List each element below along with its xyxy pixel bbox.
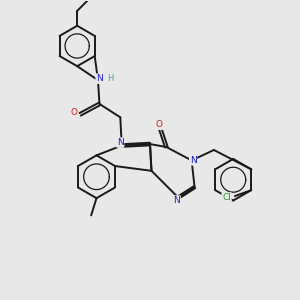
Text: N: N (173, 196, 180, 205)
Text: N: N (96, 74, 103, 83)
Text: O: O (155, 120, 162, 129)
Text: N: N (190, 156, 196, 165)
Text: H: H (107, 74, 114, 83)
Text: N: N (117, 138, 124, 147)
Text: O: O (71, 108, 78, 117)
Text: Cl: Cl (222, 193, 231, 202)
